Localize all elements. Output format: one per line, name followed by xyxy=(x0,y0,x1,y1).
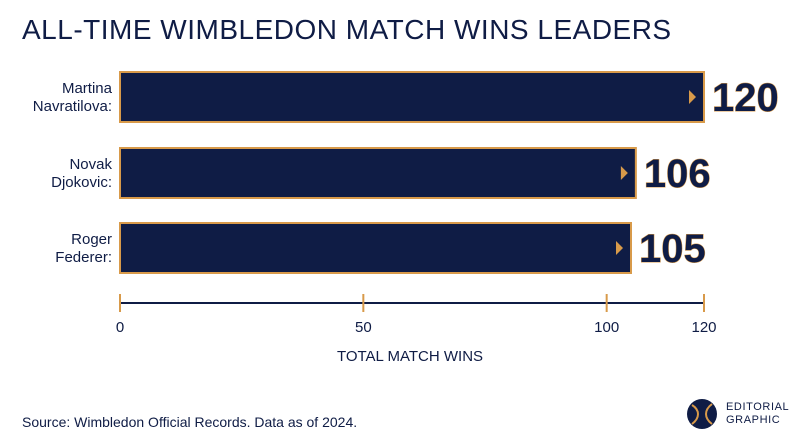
category-label-0: Martina Navratilova: xyxy=(33,80,113,115)
x-tick-label-3: 120 xyxy=(691,319,716,336)
bar-1 xyxy=(119,147,637,199)
bar-0 xyxy=(119,71,705,123)
x-tick-label-2: 100 xyxy=(594,319,619,336)
category-label-line: Federer: xyxy=(55,249,112,266)
category-label-line: Navratilova: xyxy=(33,98,112,115)
x-tick-label-1: 50 xyxy=(355,319,372,336)
logo-text: EDITORIAL GRAPHIC xyxy=(726,401,789,427)
category-label-line: Djokovic: xyxy=(51,174,112,191)
bar-end-arrow-1 xyxy=(620,166,628,180)
value-label-0: 120 xyxy=(712,76,779,120)
category-label-line: Martina xyxy=(62,80,113,97)
source-note: Source: Wimbledon Official Records. Data… xyxy=(22,414,358,430)
bar-end-arrow-0 xyxy=(689,90,696,104)
bar-2 xyxy=(119,222,632,274)
category-label-2: Roger Federer: xyxy=(55,231,112,266)
category-label-1: Novak Djokovic: xyxy=(51,156,112,191)
x-tick-label-0: 0 xyxy=(116,319,124,336)
category-label-line: Roger xyxy=(71,231,112,248)
logo-line-2: GRAPHIC xyxy=(726,414,781,426)
logo-line-1: EDITORIAL xyxy=(726,401,790,413)
bar-end-arrow-2 xyxy=(616,241,623,255)
value-label-2: 105 xyxy=(639,227,706,271)
category-label-line: Novak xyxy=(69,156,112,173)
editorial-graphic-logo: EDITORIAL GRAPHIC xyxy=(686,398,789,430)
value-label-1: 106 xyxy=(644,152,711,196)
x-axis-title: TOTAL MATCH WINS xyxy=(337,348,483,365)
tennis-ball-icon xyxy=(687,399,717,429)
chart-title: ALL-TIME WIMBLEDON MATCH WINS LEADERS xyxy=(22,14,672,45)
